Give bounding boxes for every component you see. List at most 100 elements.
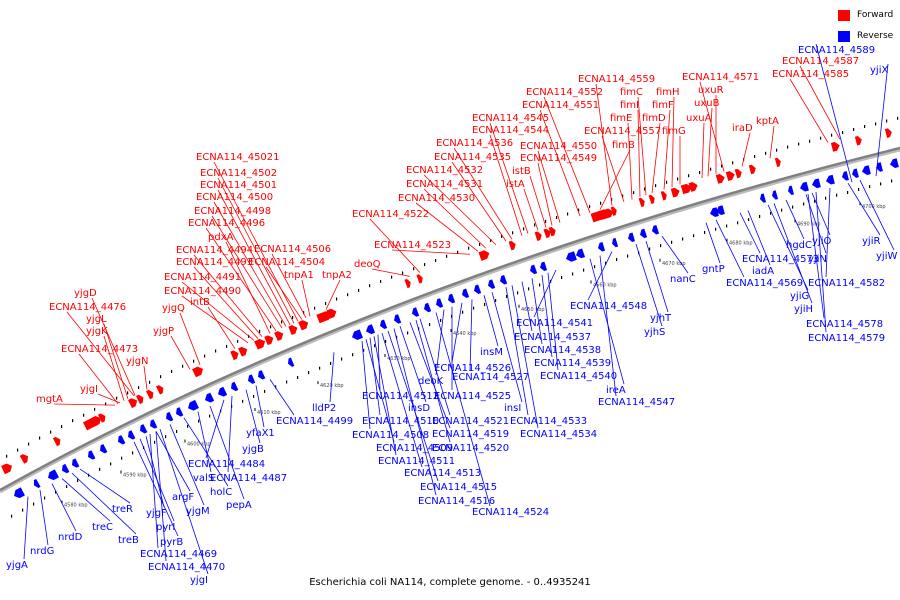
reverse-gene-label[interactable]: ECNA114_4538 <box>524 345 601 356</box>
forward-gene-label[interactable]: fimB <box>612 140 635 151</box>
forward-gene-label[interactable]: fimF <box>652 100 674 111</box>
reverse-gene-label[interactable]: treB <box>118 535 139 546</box>
forward-gene-label[interactable]: ECNA114_4473 <box>61 344 138 355</box>
reverse-gene-arrow[interactable] <box>825 174 835 186</box>
forward-gene-arrow[interactable] <box>238 345 249 357</box>
reverse-gene-label[interactable]: yjgI <box>190 575 208 586</box>
forward-gene-arrow[interactable] <box>416 273 424 284</box>
reverse-gene-label[interactable]: treC <box>92 522 113 533</box>
forward-gene-label[interactable]: tnpA1 <box>284 270 314 281</box>
reverse-gene-label[interactable]: yjgB <box>242 444 264 455</box>
forward-gene-label[interactable]: yjgI <box>80 384 98 395</box>
reverse-gene-label[interactable]: valS <box>193 473 214 484</box>
reverse-gene-label[interactable]: ECNA114_4469 <box>140 549 217 560</box>
forward-gene-arrow[interactable] <box>230 349 240 361</box>
reverse-gene-label[interactable]: yjiR <box>862 236 880 247</box>
reverse-gene-label[interactable]: ECNA114_4540 <box>540 371 617 382</box>
forward-gene-arrow[interactable] <box>192 365 205 378</box>
reverse-gene-label[interactable]: ECNA114_4537 <box>514 332 591 343</box>
forward-gene-label[interactable]: yjgN <box>126 356 149 367</box>
reverse-gene-arrow[interactable] <box>174 407 184 418</box>
reverse-gene-label[interactable]: hgdC <box>786 240 812 251</box>
reverse-gene-label[interactable]: ECNA114_4487 <box>210 473 287 484</box>
reverse-gene-arrow[interactable] <box>841 171 849 181</box>
reverse-gene-label[interactable]: nrdG <box>30 546 54 557</box>
forward-gene-arrow[interactable] <box>830 141 841 152</box>
forward-gene-label[interactable]: iraD <box>732 123 753 134</box>
forward-gene-label[interactable]: ECNA114_4504 <box>248 257 325 268</box>
forward-gene-label[interactable]: ECNA114_4551 <box>522 100 599 111</box>
reverse-gene-label[interactable]: yjiN <box>808 254 827 265</box>
forward-gene-arrow[interactable] <box>660 190 668 201</box>
forward-gene-arrow[interactable] <box>648 194 657 205</box>
forward-gene-arrow[interactable] <box>146 389 155 400</box>
forward-gene-label[interactable]: ECNA114_4523 <box>374 240 451 251</box>
forward-gene-label[interactable]: yjgQ <box>162 303 185 314</box>
reverse-gene-label[interactable]: ECNA114_4484 <box>188 459 265 470</box>
forward-gene-label[interactable]: ECNA114_4494 <box>176 245 253 256</box>
forward-gene-label[interactable]: yjgD <box>74 288 97 299</box>
reverse-gene-label[interactable]: ECNA114_4511 <box>378 456 455 467</box>
reverse-gene-arrow[interactable] <box>410 307 420 318</box>
reverse-gene-label[interactable]: yjiH <box>794 304 813 315</box>
reverse-gene-arrow[interactable] <box>422 302 432 314</box>
reverse-gene-label[interactable]: gntP <box>702 264 725 275</box>
forward-gene-label[interactable]: intB <box>190 297 210 308</box>
forward-gene-label[interactable]: tnpA2 <box>322 270 352 281</box>
reverse-gene-arrow[interactable] <box>392 314 402 325</box>
forward-gene-arrow[interactable] <box>326 307 338 319</box>
reverse-gene-arrow[interactable] <box>216 386 228 399</box>
reverse-gene-label[interactable]: nanC <box>670 274 696 285</box>
forward-gene-label[interactable]: ECNA114_4506 <box>254 244 331 255</box>
forward-gene-label[interactable]: yjgP <box>153 326 174 337</box>
reverse-gene-label[interactable]: pepA <box>226 500 252 511</box>
reverse-gene-arrow[interactable] <box>472 284 482 296</box>
forward-gene-label[interactable]: ECNA114_4544 <box>472 125 549 136</box>
forward-gene-arrow[interactable] <box>854 135 863 146</box>
forward-gene-arrow[interactable] <box>670 187 681 198</box>
reverse-gene-label[interactable]: ECNA114_4524 <box>472 507 549 518</box>
forward-gene-arrow[interactable] <box>298 319 310 331</box>
reverse-gene-arrow[interactable] <box>32 478 41 489</box>
reverse-gene-label[interactable]: ECNA114_4508 <box>352 430 429 441</box>
forward-gene-label[interactable]: ECNA114_4491 <box>164 272 241 283</box>
reverse-gene-arrow[interactable] <box>875 162 883 172</box>
forward-gene-label[interactable]: ECNA114_4522 <box>352 209 429 220</box>
reverse-gene-arrow[interactable] <box>203 392 215 405</box>
forward-gene-arrow[interactable] <box>543 228 552 239</box>
reverse-gene-arrow[interactable] <box>597 242 606 252</box>
forward-gene-label[interactable]: uxuR <box>698 85 724 96</box>
reverse-gene-label[interactable]: yjhT <box>650 313 672 324</box>
forward-gene-label[interactable]: fimH <box>656 87 680 98</box>
reverse-gene-label[interactable]: pyrB <box>160 537 183 548</box>
reverse-gene-label[interactable]: yjgF <box>146 508 167 519</box>
forward-gene-label[interactable]: uxuB <box>694 98 720 109</box>
reverse-gene-arrow[interactable] <box>246 374 256 385</box>
forward-gene-label[interactable]: fimG <box>662 126 686 137</box>
forward-gene-label[interactable]: fimE <box>610 113 632 124</box>
forward-gene-arrow[interactable] <box>19 452 31 464</box>
reverse-gene-arrow[interactable] <box>98 443 108 455</box>
reverse-gene-label[interactable]: lldP2 <box>312 403 336 414</box>
reverse-gene-label[interactable]: insM <box>480 347 503 358</box>
reverse-gene-arrow[interactable] <box>148 419 158 430</box>
reverse-gene-label[interactable]: ECNA114_4516 <box>418 496 495 507</box>
reverse-gene-label[interactable]: ECNA114_4548 <box>570 301 647 312</box>
forward-gene-label[interactable]: yjgL <box>86 314 107 325</box>
reverse-gene-arrow[interactable] <box>86 450 96 461</box>
forward-gene-label[interactable]: ECNA114_4493 <box>176 257 253 268</box>
forward-gene-label[interactable]: pdxA <box>208 232 234 243</box>
forward-gene-label[interactable]: fimD <box>642 113 666 124</box>
forward-gene-label[interactable]: ECNA114_45021 <box>196 152 280 163</box>
forward-gene-label[interactable]: ECNA114_4530 <box>398 193 475 204</box>
forward-gene-label[interactable]: ECNA114_4571 <box>682 72 759 83</box>
reverse-gene-label[interactable]: ECNA114_4547 <box>598 397 675 408</box>
reverse-gene-label[interactable]: ECNA114_4520 <box>432 443 509 454</box>
reverse-gene-arrow[interactable] <box>851 168 859 178</box>
forward-gene-label[interactable]: fimC <box>620 87 643 98</box>
reverse-gene-arrow[interactable] <box>446 293 456 305</box>
forward-gene-arrow[interactable] <box>884 128 893 138</box>
forward-gene-label[interactable]: istB <box>512 166 531 177</box>
reverse-gene-label[interactable]: argF <box>172 492 194 503</box>
forward-gene-arrow[interactable] <box>638 197 647 208</box>
